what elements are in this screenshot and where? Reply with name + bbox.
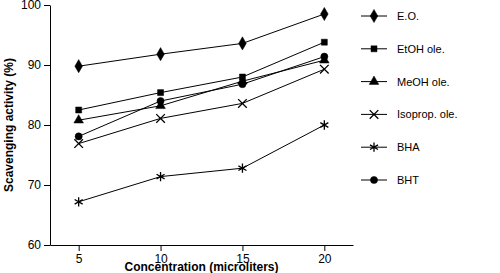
x-tick-mark — [242, 245, 243, 251]
x-tick-label: 20 — [318, 252, 332, 266]
y-tick-label: 90 — [28, 58, 42, 72]
y-tick: 80 — [28, 118, 50, 132]
y-tick-mark — [44, 185, 50, 186]
y-tick-mark — [44, 65, 50, 66]
series-marker — [75, 60, 83, 73]
series-marker — [75, 197, 83, 206]
series-marker — [74, 139, 83, 148]
series-marker — [76, 107, 82, 113]
series-marker — [239, 81, 246, 88]
y-tick-mark — [44, 125, 50, 126]
series-marker — [321, 53, 328, 60]
y-tick: 60 — [28, 238, 50, 252]
legend-marker — [370, 143, 378, 152]
legend-entry: BHA — [361, 141, 420, 153]
y-tick: 100 — [21, 0, 50, 12]
x-tick-mark — [324, 245, 325, 251]
series-marker — [157, 172, 165, 181]
series-marker — [238, 99, 247, 108]
series-marker — [320, 65, 329, 74]
legend-marker — [370, 110, 379, 119]
series-line — [79, 125, 325, 202]
y-tick: 90 — [28, 58, 50, 72]
y-axis: 60 70 80 90 100 — [21, 0, 51, 252]
plot-area: 607080901005101520 — [21, 0, 354, 266]
legend-marker — [370, 9, 378, 22]
y-tick: 70 — [28, 178, 50, 192]
series-line — [79, 69, 325, 143]
series-marker — [75, 133, 82, 140]
series-marker — [157, 48, 165, 61]
series-marker — [239, 37, 247, 50]
legend-entry: BHT — [361, 174, 419, 186]
series-line — [79, 42, 325, 110]
axis-line — [50, 6, 51, 246]
legend-label: BHT — [397, 174, 419, 186]
x-tick: 20 — [318, 245, 332, 266]
x-axis-title: Concentration (microliters) — [124, 260, 278, 273]
legend-entry: EtOH ole. — [361, 43, 445, 55]
legend-label: EtOH ole. — [397, 43, 445, 55]
series-marker — [157, 97, 164, 104]
series-marker — [320, 120, 328, 129]
y-tick-label: 80 — [28, 118, 42, 132]
series-marker — [156, 114, 165, 123]
series-marker — [158, 90, 164, 96]
legend-label: MeOH ole. — [397, 76, 450, 88]
y-tick-label: 60 — [28, 238, 42, 252]
series-marker — [74, 115, 84, 123]
y-tick-label: 100 — [21, 0, 41, 12]
legend-marker — [370, 176, 377, 183]
y-tick-label: 70 — [28, 178, 42, 192]
x-tick-label: 5 — [76, 252, 83, 266]
legend-entry: MeOH ole. — [361, 76, 450, 88]
chart: 607080901005101520Concentration (microli… — [0, 0, 500, 273]
x-tick-mark — [79, 245, 80, 251]
legend-marker — [371, 46, 377, 52]
legend-label: Isoprop. ole. — [397, 108, 458, 120]
legend-label: BHA — [397, 141, 420, 153]
legend-entry: E.O. — [361, 9, 419, 22]
legend: E.O. EtOH ole. MeOH ole. Isoprop. ole. BHA BH… — [361, 9, 458, 186]
y-tick-mark — [44, 245, 50, 246]
legend-entry: Isoprop. ole. — [361, 108, 458, 120]
legend-marker — [369, 76, 379, 84]
series-marker — [238, 164, 246, 173]
legend-label: E.O. — [397, 10, 419, 22]
x-tick: 5 — [76, 245, 83, 266]
series-marker — [321, 7, 329, 20]
series-marker — [321, 39, 327, 45]
data-layer — [74, 7, 329, 206]
axis-line — [51, 245, 354, 246]
y-tick-mark — [44, 5, 50, 6]
series-line — [79, 57, 325, 137]
y-axis-title: Scavenging activity (%) — [2, 58, 16, 192]
x-tick-mark — [161, 245, 162, 251]
